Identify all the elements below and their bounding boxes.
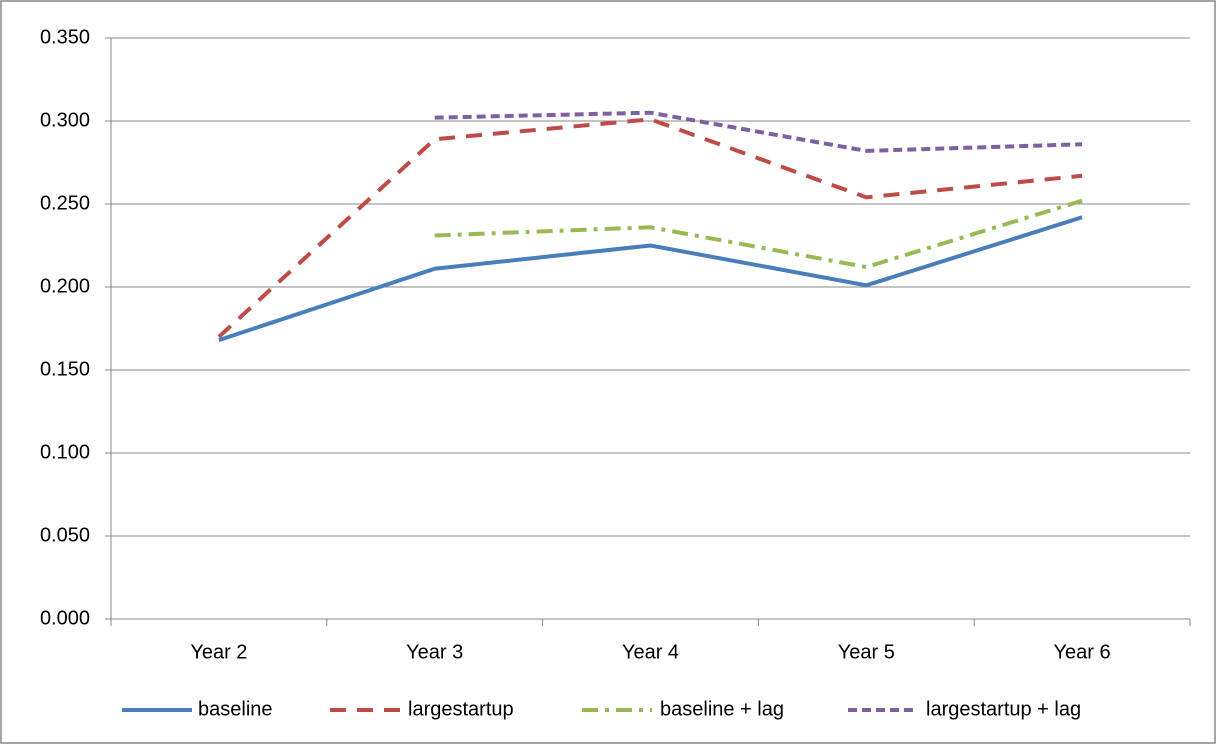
x-tick-label: Year 3 xyxy=(406,641,463,663)
legend-label: baseline xyxy=(198,698,273,720)
y-tick-label: 0.000 xyxy=(40,607,90,629)
y-tick-label: 0.200 xyxy=(40,275,90,297)
series-line xyxy=(218,215,1083,343)
x-tick-label: Year 6 xyxy=(1054,641,1111,663)
y-tick-label: 0.300 xyxy=(40,109,90,131)
x-tick-label: Year 4 xyxy=(622,641,679,663)
legend-label: largestartup xyxy=(408,698,514,720)
y-tick-label: 0.250 xyxy=(40,192,90,214)
y-tick-label: 0.100 xyxy=(40,441,90,463)
x-tick-label: Year 5 xyxy=(838,641,895,663)
series-line xyxy=(217,117,1083,339)
y-tick-label: 0.150 xyxy=(40,358,90,380)
x-tick-label: Year 2 xyxy=(190,641,247,663)
series-line xyxy=(434,110,1083,153)
legend-label: baseline + lag xyxy=(660,698,784,720)
y-tick-label: 0.050 xyxy=(40,524,90,546)
y-tick-label: 0.350 xyxy=(40,26,90,48)
legend-label: largestartup + lag xyxy=(926,698,1081,720)
series-line xyxy=(434,198,1083,270)
